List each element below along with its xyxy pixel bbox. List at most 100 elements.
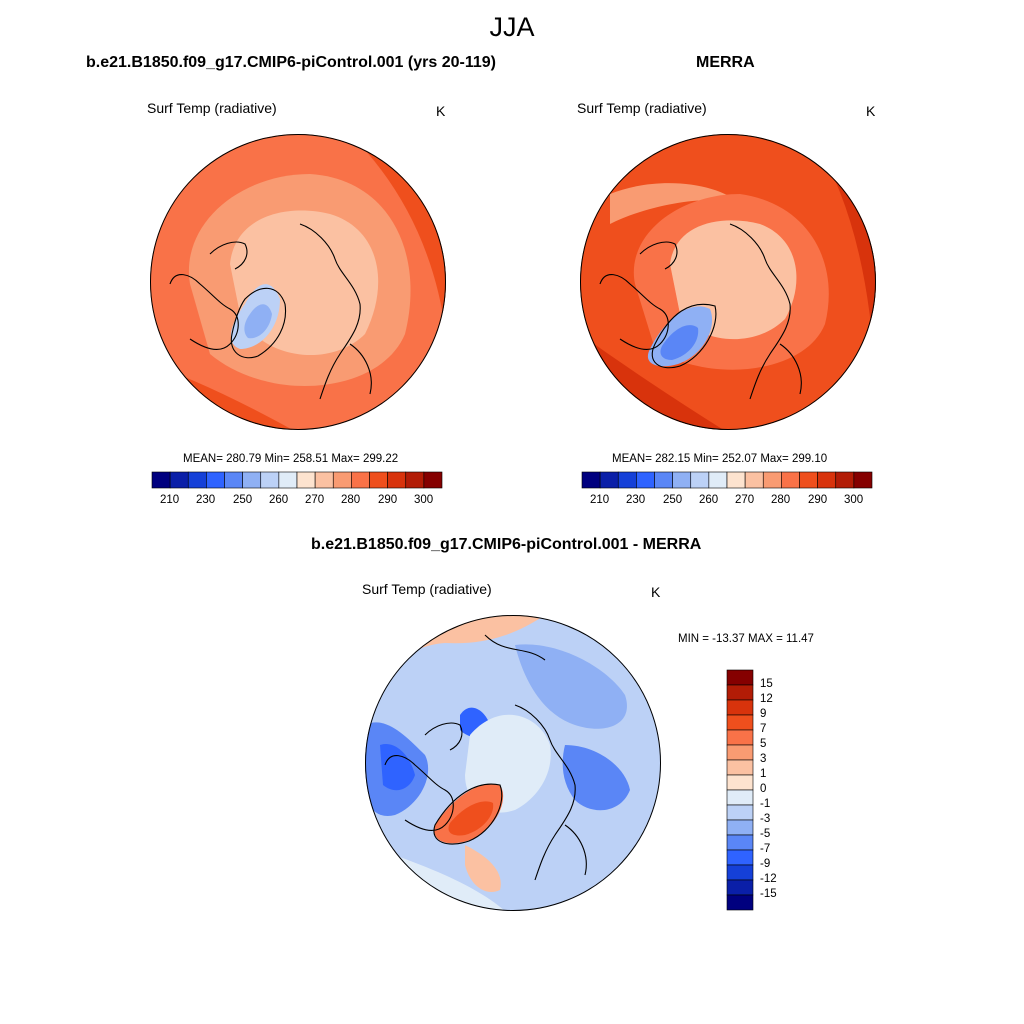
colorbar-tick-label: 260 <box>699 494 719 506</box>
colorbar-tick-label: 9 <box>760 708 767 720</box>
colorbar-swatch <box>387 471 407 489</box>
colorbar-tick-label: 210 <box>160 494 180 506</box>
colorbar-tick-label: 300 <box>414 494 434 506</box>
panel-2-stats: MEAN= 282.15 Min= 252.07 Max= 299.10 <box>612 453 828 465</box>
colorbar-tick-label: 1 <box>760 768 767 780</box>
colorbar-swatch <box>726 471 746 489</box>
colorbar-tick-label: 3 <box>760 753 767 765</box>
colorbar-swatch <box>726 714 754 731</box>
colorbar-swatch <box>726 864 754 881</box>
colorbar-swatch <box>672 471 692 489</box>
colorbar-swatch <box>762 471 782 489</box>
panel-3-units-label: K <box>651 584 661 600</box>
colorbar-swatch <box>617 471 637 489</box>
panel-3-colorbar <box>726 669 754 911</box>
colorbar-tick-label: -5 <box>760 828 771 840</box>
colorbar-tick-label: 250 <box>663 494 683 506</box>
colorbar-tick-label: -3 <box>760 813 771 825</box>
colorbar-swatch <box>726 879 754 896</box>
panel-2-colorbar-ticks: 210 230 250 260 270 280 290 300 <box>582 494 872 510</box>
colorbar-swatch <box>726 684 754 701</box>
colorbar-tick-label: 250 <box>233 494 253 506</box>
colorbar-tick-label: 0 <box>760 783 767 795</box>
colorbar-swatch <box>151 471 171 489</box>
colorbar-swatch <box>799 471 818 489</box>
panel-2-title: MERRA <box>696 54 755 71</box>
colorbar-swatch <box>242 471 262 489</box>
colorbar-swatch <box>351 471 370 489</box>
colorbar-tick-label: 230 <box>626 494 646 506</box>
colorbar-tick-label: 5 <box>760 738 767 750</box>
colorbar-swatch <box>726 729 754 746</box>
colorbar-swatch <box>332 471 352 489</box>
colorbar-swatch <box>423 471 443 489</box>
panel-1-stats: MEAN= 280.79 Min= 258.51 Max= 299.22 <box>183 453 399 465</box>
colorbar-tick-label: -9 <box>760 858 771 870</box>
colorbar-tick-label: 300 <box>844 494 864 506</box>
colorbar-swatch <box>726 834 754 851</box>
colorbar-swatch <box>278 471 298 489</box>
panel-2-colorbar <box>581 471 873 489</box>
colorbar-tick-label: 280 <box>771 494 791 506</box>
colorbar-tick-label: 210 <box>590 494 610 506</box>
colorbar-swatch <box>726 894 754 911</box>
colorbar-swatch <box>405 471 425 489</box>
panel-2-units-label: K <box>866 103 876 119</box>
colorbar-swatch <box>314 471 334 489</box>
panel-1-polar-map <box>150 134 446 430</box>
colorbar-swatch <box>260 471 280 489</box>
colorbar-swatch <box>369 471 388 489</box>
colorbar-tick-label: -7 <box>760 843 771 855</box>
colorbar-swatch <box>726 669 754 686</box>
colorbar-swatch <box>206 471 225 489</box>
colorbar-swatch <box>690 471 710 489</box>
colorbar-swatch <box>726 699 754 716</box>
panel-3-title: b.e21.B1850.f09_g17.CMIP6-piControl.001 … <box>311 536 702 553</box>
colorbar-tick-label: 15 <box>760 678 773 690</box>
colorbar-tick-label: 280 <box>341 494 361 506</box>
colorbar-tick-label: 290 <box>378 494 398 506</box>
colorbar-tick-label: 12 <box>760 693 773 705</box>
colorbar-tick-label: 7 <box>760 723 767 735</box>
panel-2-polar-map <box>580 134 876 430</box>
panel-3-stats: MIN = -13.37 MAX = 11.47 <box>678 633 814 645</box>
colorbar-tick-label: 230 <box>196 494 216 506</box>
panel-1-units-label: K <box>436 103 446 119</box>
colorbar-swatch <box>726 819 754 836</box>
colorbar-swatch <box>169 471 189 489</box>
colorbar-swatch <box>726 804 754 821</box>
colorbar-swatch <box>726 789 754 806</box>
panel-1-title: b.e21.B1850.f09_g17.CMIP6-piControl.001 … <box>86 54 496 71</box>
colorbar-tick-label: 290 <box>808 494 828 506</box>
colorbar-swatch <box>744 471 764 489</box>
colorbar-swatch <box>817 471 837 489</box>
colorbar-swatch <box>581 471 601 489</box>
colorbar-tick-label: -1 <box>760 798 771 810</box>
colorbar-swatch <box>599 471 619 489</box>
colorbar-swatch <box>726 774 754 791</box>
colorbar-swatch <box>726 744 754 761</box>
page-title: JJA <box>489 12 535 42</box>
panel-2-variable-label: Surf Temp (radiative) <box>577 100 707 116</box>
colorbar-swatch <box>781 471 800 489</box>
colorbar-tick-label: -15 <box>760 888 777 900</box>
colorbar-swatch <box>296 471 316 489</box>
colorbar-swatch <box>654 471 673 489</box>
colorbar-swatch <box>726 759 754 776</box>
panel-1-colorbar <box>151 471 443 489</box>
colorbar-tick-label: 270 <box>305 494 325 506</box>
colorbar-swatch <box>726 849 754 866</box>
panel-3-polar-map <box>365 615 661 911</box>
colorbar-swatch <box>708 471 728 489</box>
panel-1-variable-label: Surf Temp (radiative) <box>147 100 277 116</box>
colorbar-tick-label: -12 <box>760 873 777 885</box>
colorbar-tick-label: 270 <box>735 494 755 506</box>
colorbar-swatch <box>187 471 207 489</box>
colorbar-swatch <box>835 471 855 489</box>
panel-3-variable-label: Surf Temp (radiative) <box>362 581 492 597</box>
colorbar-swatch <box>853 471 873 489</box>
colorbar-swatch <box>224 471 243 489</box>
panel-1-colorbar-ticks: 210 230 250 260 270 280 290 300 <box>152 494 442 510</box>
panel-3-colorbar-ticks: 15 12 9 7 5 3 1 0 -1 -3 -5 -7 -9 -12 -15 <box>760 678 800 910</box>
colorbar-swatch <box>636 471 655 489</box>
